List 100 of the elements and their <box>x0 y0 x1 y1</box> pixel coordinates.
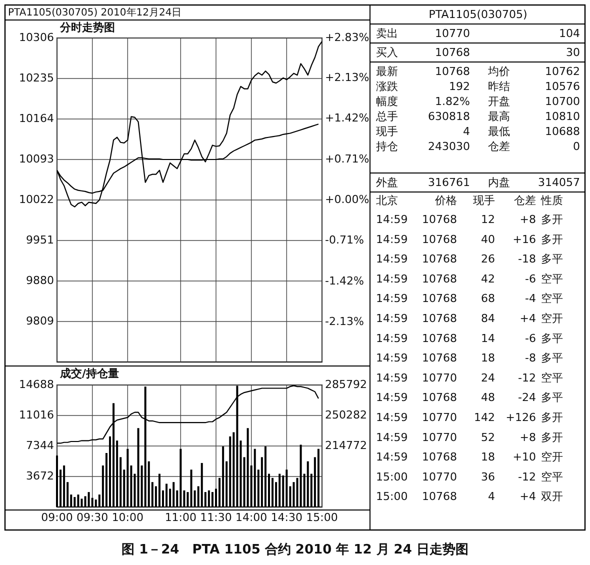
text: 14:59 <box>376 292 408 306</box>
text: 北京 <box>376 194 398 208</box>
text: 30 <box>566 46 580 60</box>
text: 142 <box>474 411 495 424</box>
text: 15:00 <box>376 470 408 484</box>
y-tick-label: 3672 <box>26 470 54 483</box>
y2-tick-label: -0.71% <box>325 234 364 247</box>
text: 26 <box>481 252 495 266</box>
text: 多开 <box>541 411 563 424</box>
text: +8 <box>520 213 536 226</box>
text: 价格 <box>434 194 457 208</box>
text: 多平 <box>541 332 563 345</box>
text: -4 <box>525 292 536 306</box>
text: 14:59 <box>376 312 408 326</box>
text: -18 <box>518 252 536 266</box>
text: 10768 <box>422 352 457 365</box>
text: 48 <box>481 391 495 404</box>
text: 10700 <box>545 95 580 108</box>
y2-tick-label: +1.42% <box>325 112 370 125</box>
text: -12 <box>518 371 536 384</box>
text: 空平 <box>541 272 563 286</box>
x-tick-label: 14:30 <box>270 511 303 524</box>
text: +4 <box>520 490 536 504</box>
text: 空平 <box>541 371 563 384</box>
text: 卖出 <box>376 27 398 40</box>
chart-title: 分时走势图 <box>59 21 115 34</box>
text: 多开 <box>541 213 563 226</box>
text: 最低 <box>488 125 510 138</box>
text: 14:59 <box>376 213 408 226</box>
text: +8 <box>520 430 536 444</box>
text: 14:59 <box>376 232 408 246</box>
x-tick-label: 15:00 <box>306 511 338 524</box>
y-tick-label: 10093 <box>19 152 54 166</box>
y2-tick-label: -1.42% <box>325 274 364 288</box>
y-tick-label: 7344 <box>26 439 54 452</box>
text: 最新 <box>376 65 398 78</box>
text: 开盘 <box>488 95 510 108</box>
text: 4 <box>463 125 470 138</box>
y2-tick-label: 214772 <box>325 439 367 452</box>
text: 仓差 <box>514 194 536 208</box>
text: 1.82% <box>435 95 470 108</box>
text: 10768 <box>422 450 457 464</box>
text: 14:59 <box>376 272 408 286</box>
y-tick-label: 9951 <box>26 234 54 247</box>
y-tick-label: 10022 <box>19 193 54 206</box>
text: 幅度 <box>376 95 398 108</box>
text: 10768 <box>435 65 470 78</box>
text: 空平 <box>541 470 563 484</box>
text: 持仓 <box>376 140 398 154</box>
text: 买入 <box>376 46 398 60</box>
text: -6 <box>525 332 536 345</box>
y-tick-label: 9809 <box>26 314 54 328</box>
text: 12 <box>481 213 495 226</box>
text: 双开 <box>541 490 563 504</box>
y2-tick-label: +0.71% <box>325 152 370 166</box>
text: 空开 <box>541 450 563 464</box>
text: 14 <box>481 332 495 345</box>
text: 10768 <box>422 292 457 306</box>
y2-tick-label: 250282 <box>325 408 367 422</box>
y-tick-label: 10164 <box>19 112 54 126</box>
text: 10768 <box>422 312 457 326</box>
text: 10770 <box>422 430 457 444</box>
text: 18 <box>481 450 495 464</box>
text: 10768 <box>422 490 457 504</box>
text: +126 <box>506 411 536 424</box>
text: 52 <box>481 430 495 444</box>
text: 10770 <box>422 411 457 424</box>
text: 多开 <box>541 232 563 246</box>
text: 10768 <box>422 232 457 246</box>
text: 0 <box>573 140 580 154</box>
text: 10770 <box>422 371 457 384</box>
text: +10 <box>512 450 536 464</box>
text: 15:00 <box>376 490 408 504</box>
text: 14:59 <box>376 332 408 345</box>
text: 42 <box>481 272 495 286</box>
text: 10768 <box>422 391 457 404</box>
text: 10688 <box>545 125 580 138</box>
text: 多平 <box>541 391 563 404</box>
y2-tick-label: 285792 <box>325 378 367 392</box>
text: 性质 <box>540 194 563 208</box>
x-tick-label: 09:30 <box>76 511 108 524</box>
y-tick-label: 11016 <box>19 408 54 422</box>
text: 4 <box>488 490 495 504</box>
text: 14:59 <box>376 411 408 424</box>
text: 10768 <box>422 252 457 266</box>
text: 10770 <box>422 470 457 484</box>
text: 总手 <box>375 110 398 124</box>
text: 14:59 <box>376 371 408 384</box>
text: +4 <box>520 312 536 326</box>
text: 空平 <box>541 292 563 306</box>
text: 10768 <box>422 213 457 226</box>
text: 68 <box>481 292 495 306</box>
y2-tick-label: +0.00% <box>325 193 370 206</box>
text: 630818 <box>428 110 470 124</box>
text: +16 <box>512 232 536 246</box>
text: 14:59 <box>376 352 408 365</box>
text: 外盘 <box>376 176 398 190</box>
text: 昨结 <box>488 80 510 94</box>
text: -12 <box>518 470 536 484</box>
text: 均价 <box>487 65 510 78</box>
